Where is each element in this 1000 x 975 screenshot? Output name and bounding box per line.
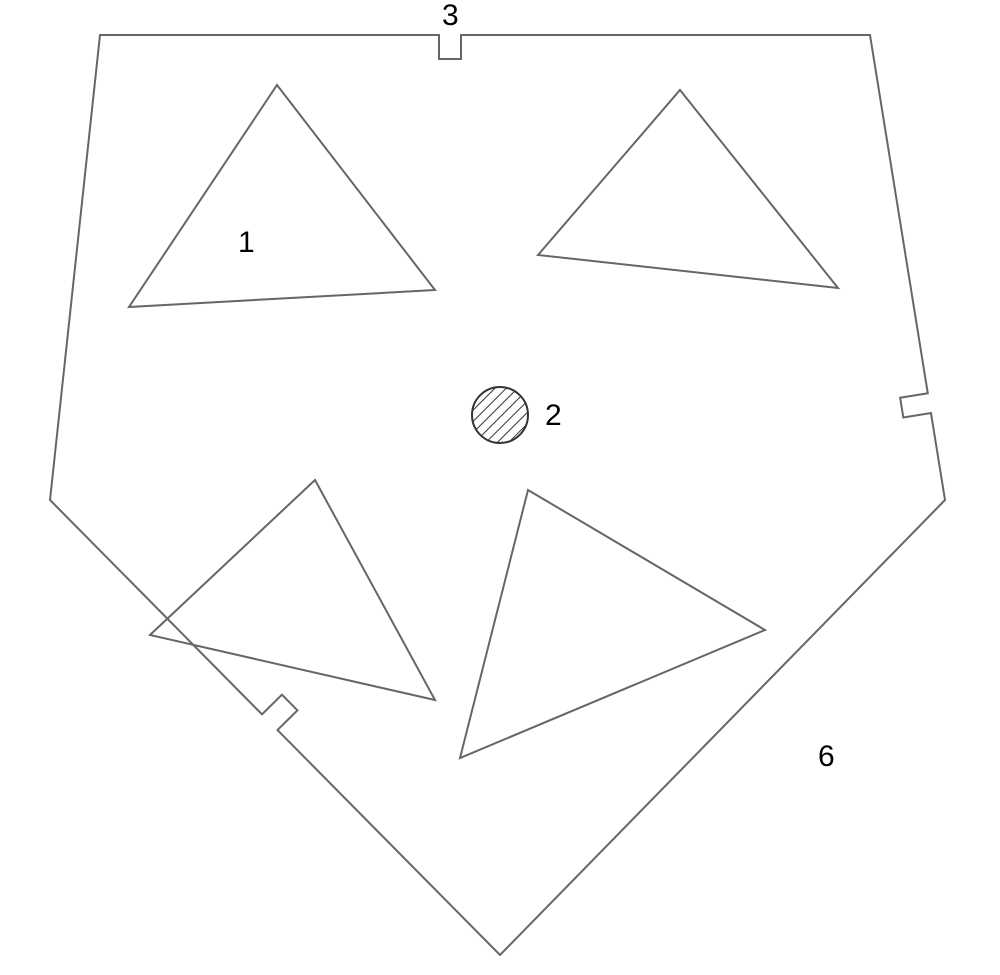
pentagon-outline bbox=[50, 35, 945, 955]
center-circle bbox=[472, 387, 528, 443]
label-1: 1 bbox=[238, 226, 255, 259]
label-6: 6 bbox=[818, 740, 835, 773]
triangle-br bbox=[460, 490, 765, 758]
label-2: 2 bbox=[545, 399, 562, 432]
triangle-bl bbox=[150, 480, 435, 700]
label-3: 3 bbox=[442, 0, 459, 32]
triangle-tr bbox=[538, 90, 838, 288]
triangle-tl bbox=[129, 85, 435, 307]
